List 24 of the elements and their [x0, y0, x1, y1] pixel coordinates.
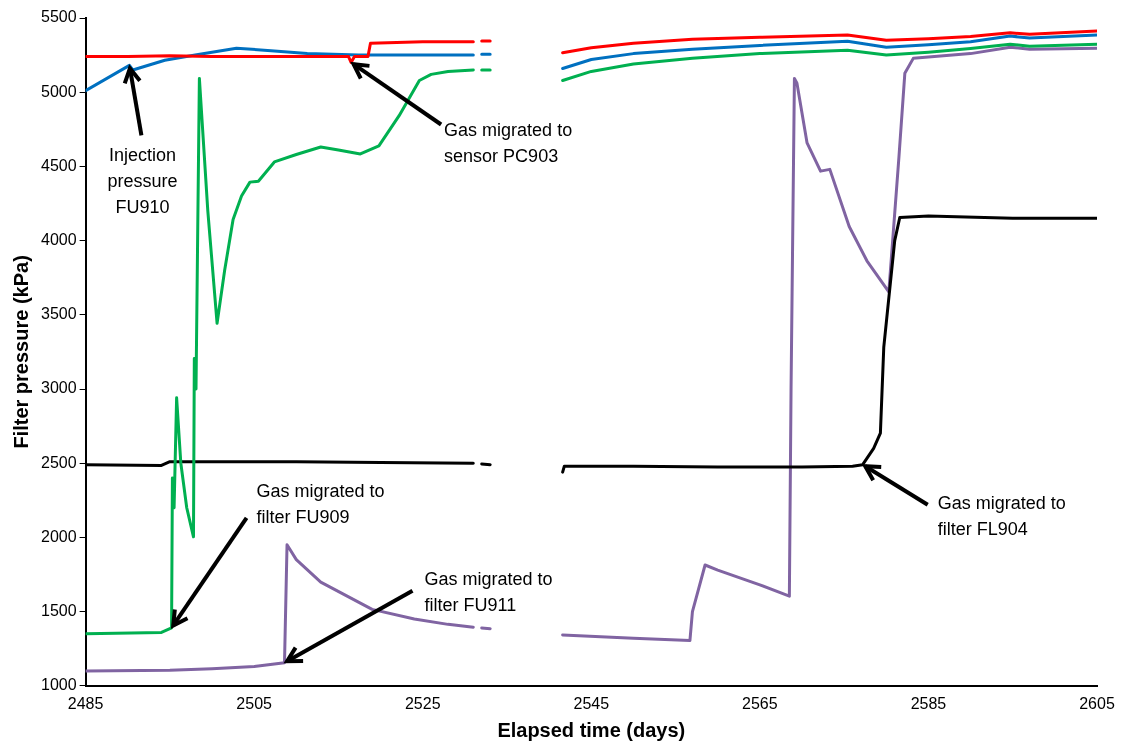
y-tick-label: 2500: [41, 453, 77, 471]
x-tick-label: 2585: [910, 694, 947, 712]
x-tick-label: 2565: [742, 694, 778, 712]
y-tick-label: 3500: [41, 305, 77, 323]
y-tick-label: 4500: [41, 156, 77, 174]
x-tick-label: 2605: [1079, 694, 1115, 712]
annotation: Gas migrated to filter FL904: [937, 492, 1066, 539]
y-axis-title: Filter pressure (kPa): [9, 255, 32, 449]
x-axis-title: Elapsed time (days): [497, 718, 686, 741]
y-tick-label: 1500: [41, 602, 77, 620]
x-tick-label: 2485: [67, 694, 104, 712]
x-tick-label: 2545: [573, 694, 610, 712]
annotation: Gas migrated to sensor PC903: [444, 120, 573, 167]
y-tick-label: 5500: [41, 8, 77, 26]
annotation: Gas migrated to filter FU909: [256, 480, 385, 527]
x-tick-label: 2505: [236, 694, 273, 712]
x-tick-label: 2525: [404, 694, 441, 712]
y-tick-label: 5000: [41, 82, 77, 100]
y-tick-label: 3000: [41, 379, 77, 397]
annotation: Gas migrated to filter FU911: [424, 568, 553, 615]
y-tick-label: 1000: [41, 676, 77, 694]
y-tick-label: 2000: [41, 527, 77, 545]
y-tick-label: 4000: [41, 231, 77, 249]
annotation: Injection pressure FU910: [107, 145, 178, 218]
